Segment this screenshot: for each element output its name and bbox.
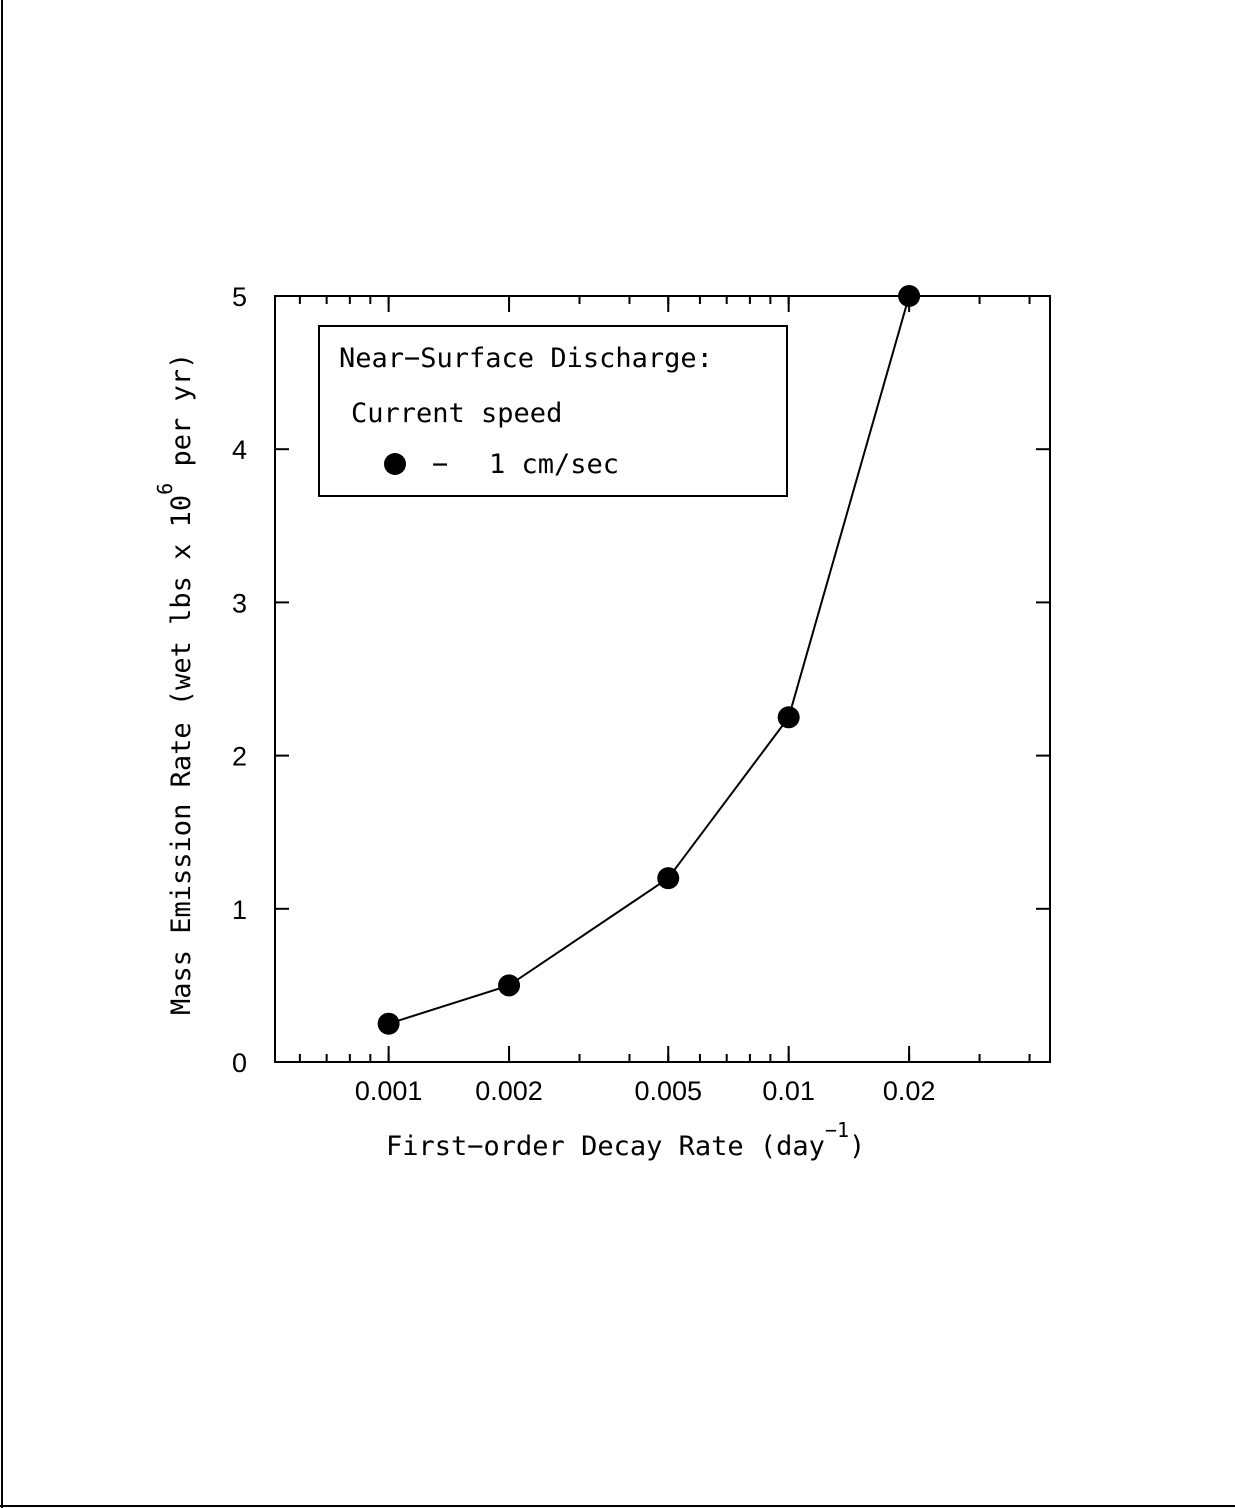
y-tick-label: 4 (232, 435, 247, 465)
legend-title: Near−Surface Discharge: (339, 343, 713, 374)
x-tick-label: 0.01 (762, 1076, 815, 1106)
data-point (657, 867, 680, 890)
x-tick-label: 0.002 (475, 1076, 543, 1106)
x-tick-label: 0.001 (355, 1076, 423, 1106)
legend: Near−Surface Discharge: Current speed − … (318, 325, 788, 497)
series-layer (377, 285, 921, 1035)
y-axis-title: Mass Emission Rate (wet lbs x 106 per yr… (153, 353, 197, 1015)
y-tick-label: 3 (232, 588, 247, 618)
y-tick-label: 2 (232, 742, 247, 772)
x-axis-title-sup: −1 (825, 1118, 849, 1142)
x-axis-title: First−order Decay Rate (day−1) (386, 1118, 865, 1162)
x-tick-label: 0.005 (634, 1076, 702, 1106)
y-axis-title-main: Mass Emission Rate (wet lbs x 10 (166, 495, 197, 1015)
data-point (377, 1012, 400, 1035)
legend-entry-label: 1 cm/sec (489, 449, 619, 480)
legend-dash: − (432, 449, 448, 480)
data-point (498, 974, 521, 997)
legend-subtitle: Current speed (351, 398, 562, 429)
y-tick-label: 1 (232, 895, 247, 925)
data-point (777, 706, 800, 729)
y-axis-title-close: per yr) (166, 353, 197, 483)
x-axis-title-close: ) (849, 1131, 865, 1162)
legend-marker (384, 453, 406, 475)
x-axis-title-main: First−order Decay Rate (day (386, 1131, 825, 1162)
tick-labels: 0.001 0.002 0.005 0.01 0.02 0 1 2 3 4 5 (232, 282, 935, 1106)
x-tick-label: 0.02 (883, 1076, 936, 1106)
plot-frame (274, 295, 1051, 1063)
y-axis-title-sup: 6 (153, 483, 177, 495)
y-tick-label: 0 (232, 1048, 247, 1078)
y-tick-label: 5 (232, 282, 247, 312)
